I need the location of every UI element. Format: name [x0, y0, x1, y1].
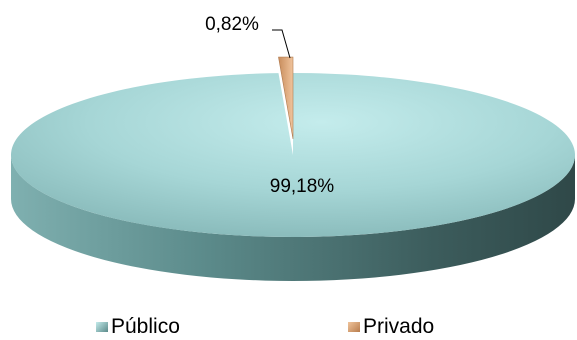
- data-label-publico: 99,18%: [270, 176, 335, 197]
- legend-item-publico: Público: [96, 314, 180, 340]
- slice-side-publico: [11, 155, 575, 281]
- legend-swatch-privado: [348, 322, 360, 332]
- legend-label-privado: Privado: [363, 315, 435, 338]
- slice-pxblico: [10, 73, 575, 237]
- slice-privado: [278, 56, 294, 140]
- legend-label-publico: Público: [111, 315, 180, 338]
- legend-swatch-publico: [96, 322, 108, 332]
- legend-item-privado: Privado: [348, 314, 434, 340]
- leader-line-privado: [272, 29, 291, 59]
- data-label-privado: 0,82%: [205, 14, 259, 35]
